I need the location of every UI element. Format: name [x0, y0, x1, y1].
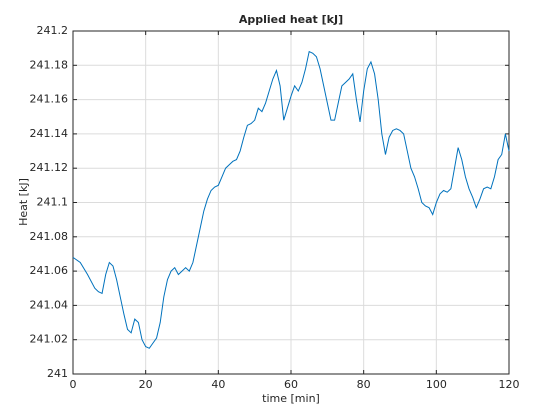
x-tick-label: 20: [139, 378, 153, 391]
x-tick-label: 60: [284, 378, 298, 391]
x-tick-label: 80: [357, 378, 371, 391]
y-tick-label: 241.18: [30, 58, 69, 71]
x-axis-label: time [min]: [262, 392, 320, 405]
y-tick-label: 241.16: [30, 93, 69, 106]
y-tick-label: 241.2: [37, 24, 69, 37]
y-tick-label: 241.04: [30, 298, 69, 311]
chart-title: Applied heat [kJ]: [239, 13, 343, 26]
y-tick-label: 241: [47, 367, 68, 380]
x-tick-label: 0: [70, 378, 77, 391]
x-tick-label: 100: [426, 378, 447, 391]
y-tick-label: 241.02: [30, 333, 69, 346]
plot-frame: [72, 30, 510, 375]
y-tick-label: 241.14: [30, 127, 69, 140]
x-tick-label: 40: [211, 378, 225, 391]
y-tick-label: 241.06: [30, 264, 69, 277]
y-tick-label: 241.1: [37, 196, 69, 209]
y-axis-label: Heat [kJ]: [17, 178, 30, 226]
y-tick-label: 241.08: [30, 230, 69, 243]
x-tick-label: 120: [499, 378, 520, 391]
y-tick-label: 241.12: [30, 161, 69, 174]
data-line: [72, 50, 510, 349]
